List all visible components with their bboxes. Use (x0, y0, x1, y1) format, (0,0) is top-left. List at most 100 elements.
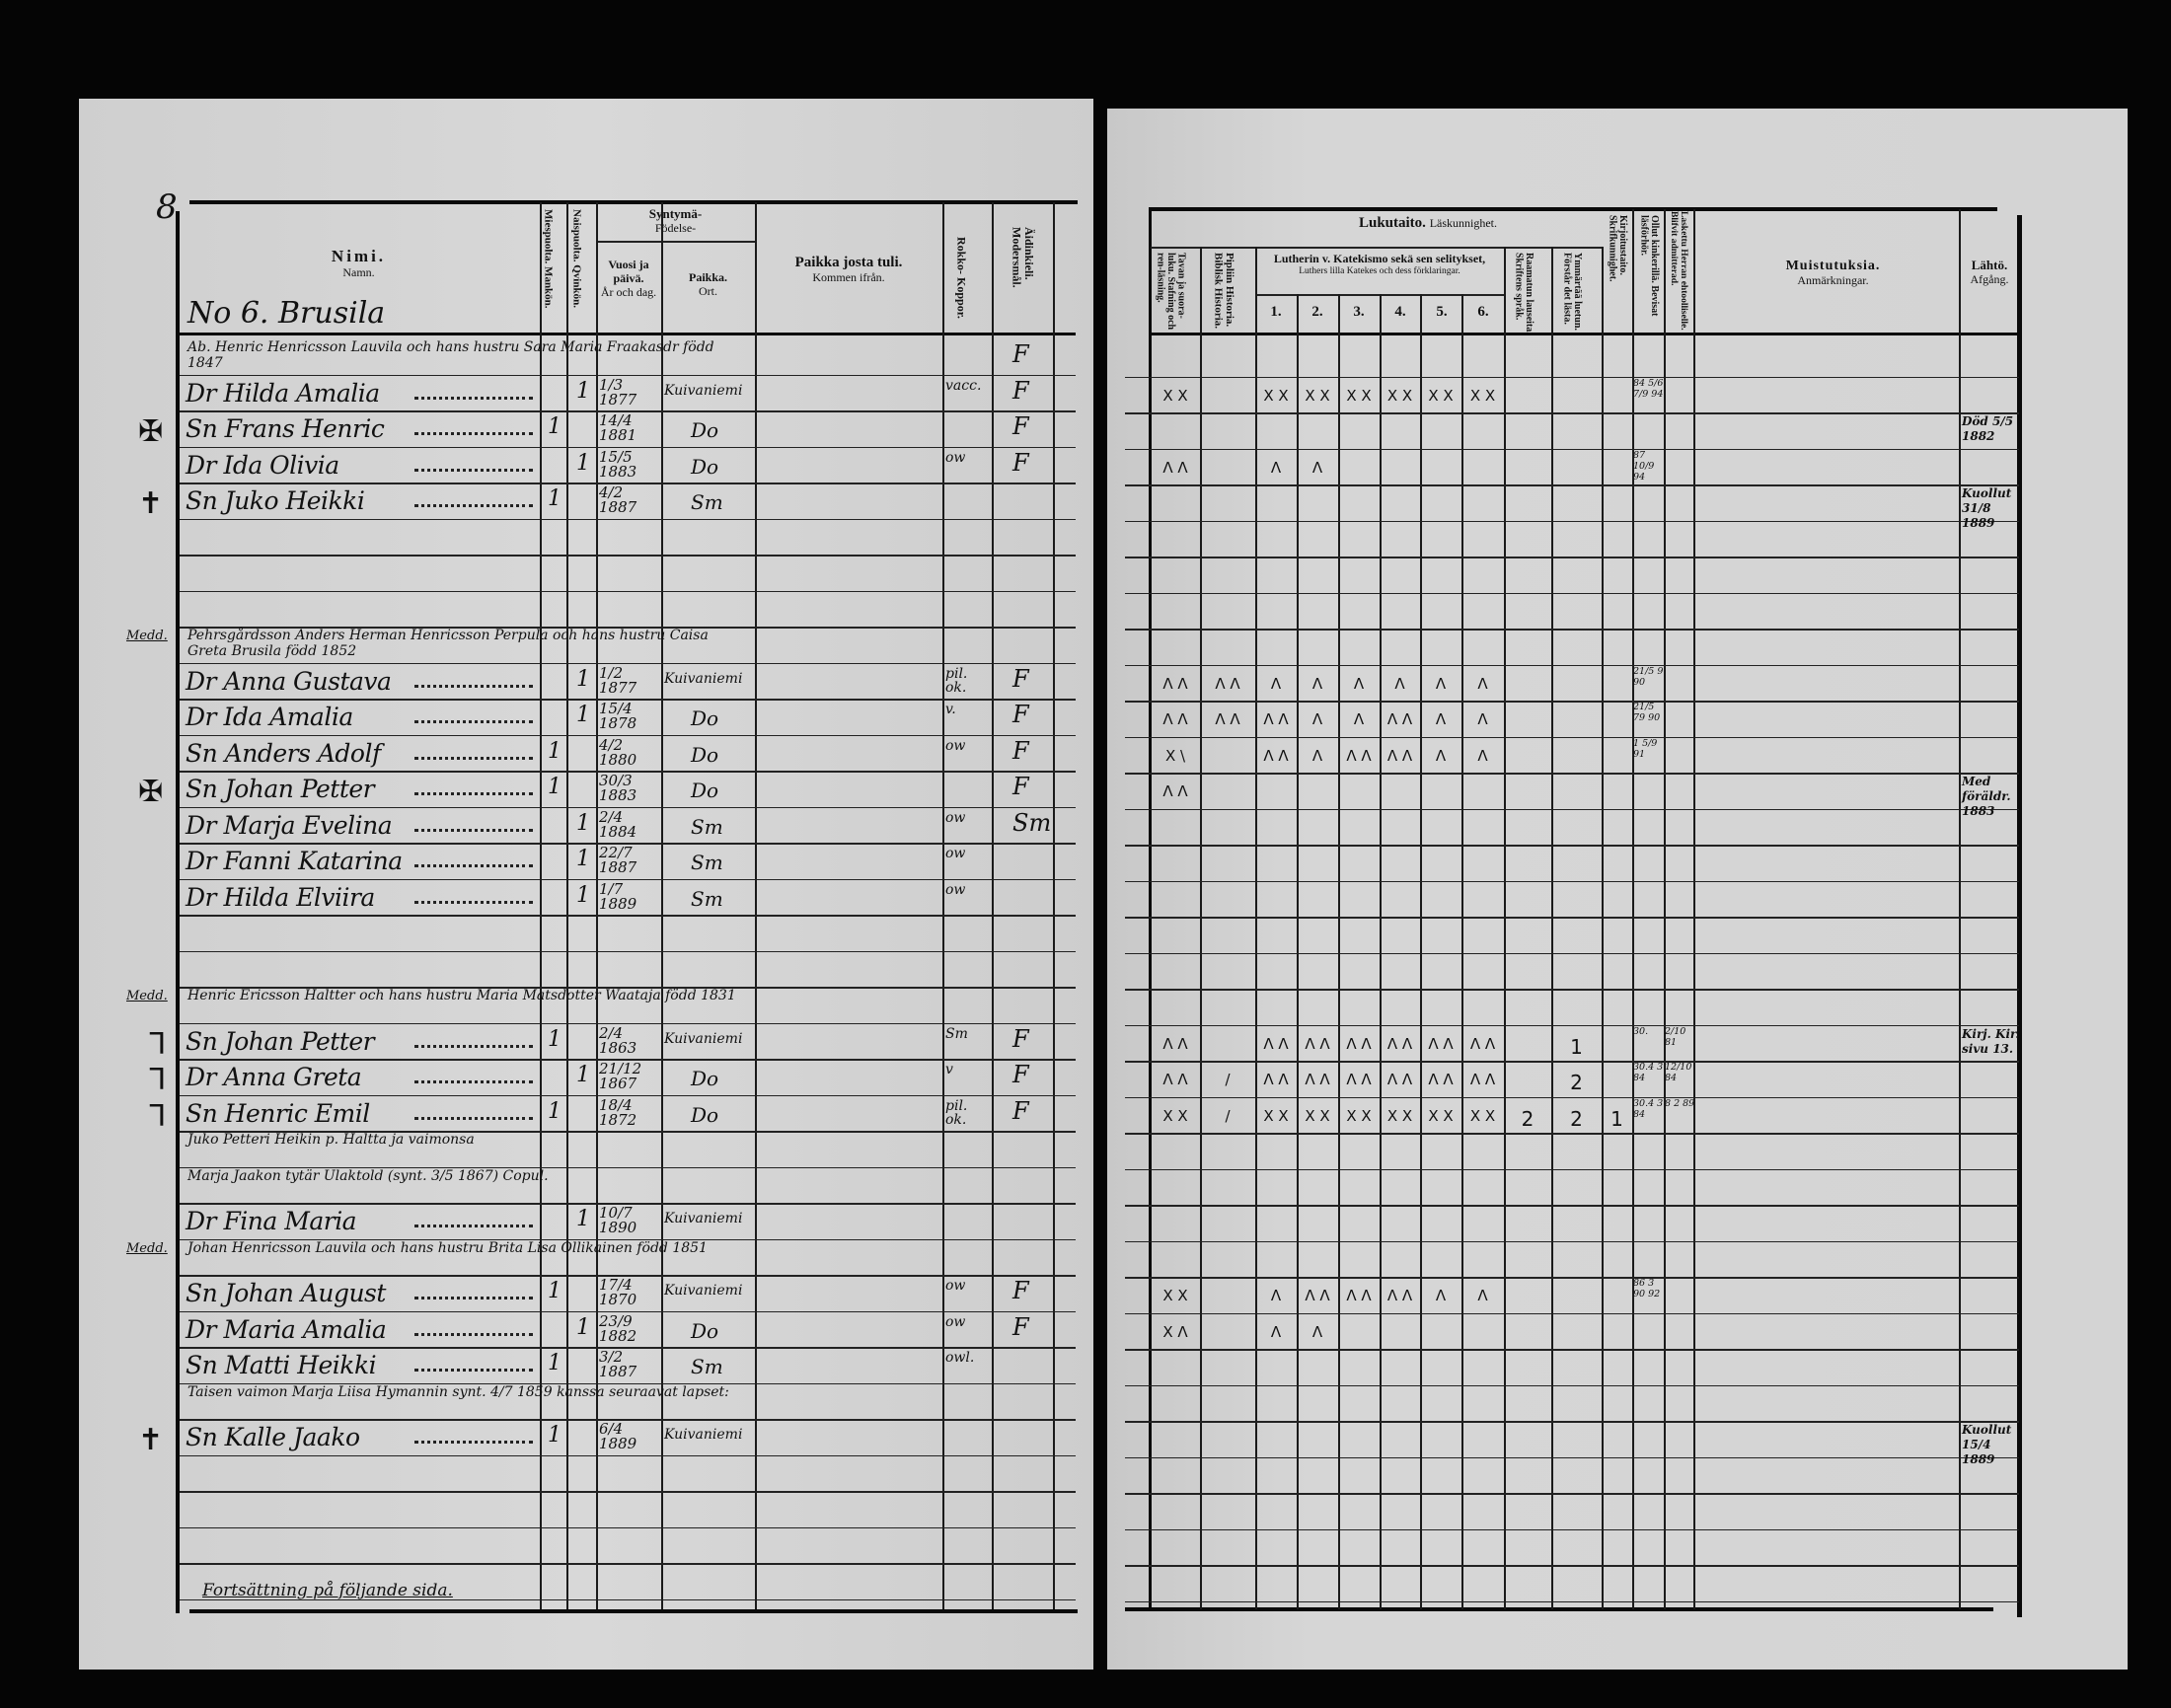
reading-mark: X X (1162, 1106, 1188, 1125)
pox-status: ow (945, 809, 966, 826)
reading-mark: 2 (1570, 1106, 1583, 1131)
left-row-line (180, 1563, 1076, 1565)
reading-mark: Λ Λ (1428, 1071, 1454, 1088)
reading-divider (1151, 247, 1602, 249)
female-count: 1 (576, 882, 590, 908)
reading-mark: Λ (1394, 674, 1405, 693)
reading-mark: Λ Λ (1305, 1071, 1330, 1088)
male-count: 1 (548, 1423, 561, 1448)
right-row-line (1125, 592, 2019, 594)
right-column-line (1200, 247, 1202, 1609)
mother-tongue: F (1012, 1277, 1029, 1304)
right-table-top (1149, 207, 1997, 211)
right-row-line (1125, 1349, 2019, 1351)
reading-mark: / (1225, 1071, 1231, 1088)
left-row-line (180, 1022, 1076, 1024)
right-column-line (1632, 209, 1634, 1609)
mother-tongue: F (1012, 376, 1029, 405)
person-name: Dr Ida Amalia (186, 703, 353, 731)
pox-status: ow (945, 737, 966, 754)
reading-mark: Λ (1477, 746, 1488, 765)
page-number: 8 (156, 187, 178, 227)
right-row-line (1125, 880, 2019, 882)
birth-place: Kuivaniemi (664, 382, 743, 399)
person-name: Dr Hilda Elviira (186, 882, 375, 912)
reading-mark: Λ Λ (1263, 710, 1289, 728)
name-leader-dots (414, 854, 533, 867)
header-understands: Ymmärtää luetun. Förstår det lästa. (1561, 253, 1584, 331)
left-column-line (661, 202, 663, 1609)
exam-note: 2/10 81 (1665, 1025, 1686, 1048)
left-row-line (180, 446, 1076, 448)
name-leader-dots (414, 422, 533, 435)
right-row-line (1125, 448, 2019, 450)
luther-part-number: 3. (1353, 304, 1365, 320)
header-departure-fi: Lähtö. (1971, 258, 2008, 272)
right-row-line (1125, 1456, 2019, 1458)
left-row-line (180, 1382, 1076, 1384)
reading-mark: 1 (1610, 1106, 1623, 1131)
name-leader-dots (414, 459, 533, 472)
luther-part-number: 1. (1270, 304, 1282, 320)
mother-tongue: F (1012, 1024, 1029, 1053)
right-row-line (1125, 520, 2019, 522)
left-row-line (180, 518, 1076, 520)
reading-mark: Λ Λ (1386, 1287, 1413, 1304)
cross-mark: ᒣ (148, 1063, 167, 1097)
left-column-line (942, 202, 944, 1609)
reading-mark: Λ (1435, 674, 1447, 693)
left-row-line (180, 374, 1076, 376)
left-column-line (540, 202, 542, 1609)
right-row-line (1125, 1277, 2019, 1279)
header-male: Miespuolta. Mankön. (542, 209, 555, 309)
reading-mark: X Λ (1162, 1322, 1188, 1341)
household-note: Marja Jaakon tytär Ulaktold (synt. 3/5 1… (187, 1167, 549, 1184)
right-table-left-border (1149, 209, 1152, 1611)
mother-tongue: F (1012, 773, 1029, 800)
right-row-line (1125, 1205, 2019, 1207)
birth-place: Sm (691, 490, 723, 514)
reading-mark: X X (1428, 386, 1454, 405)
header-admitted: Laskettu Herran ehtoolliselle. Blifvit a… (1668, 211, 1688, 331)
luther-part-number: 2. (1311, 304, 1323, 320)
luther-part-number: 5. (1436, 304, 1448, 320)
left-row-line (180, 1454, 1076, 1456)
right-row-line (1125, 1061, 2019, 1063)
reading-mark: Λ (1353, 674, 1365, 693)
exam-note: 30.4 3 84 (1633, 1097, 1664, 1120)
right-row-line (1125, 412, 2019, 414)
reading-mark: Λ (1270, 1322, 1282, 1341)
right-column-line (1551, 247, 1553, 1609)
right-row-line (1125, 917, 2019, 919)
birth-place: Sm (691, 851, 723, 874)
reading-mark: Λ (1353, 710, 1365, 728)
reading-mark: 1 (1570, 1034, 1583, 1059)
female-count: 1 (576, 1063, 590, 1087)
household-note: Pehrsgårdsson Anders Herman Henricsson P… (187, 628, 709, 659)
header-examined: Ollut kinkerillä. Bevisat läsförhör. (1638, 215, 1661, 317)
reading-mark: X X (1386, 386, 1413, 405)
reading-mark: Λ (1311, 458, 1323, 477)
right-row-line (1125, 736, 2019, 738)
person-name: Dr Marja Evelina (186, 810, 393, 840)
birth-place: Sm (691, 886, 723, 911)
reading-mark: Λ (1311, 746, 1323, 765)
right-column-line (1664, 209, 1666, 1609)
reading-mark: X X (1263, 386, 1289, 405)
left-row-line (180, 1238, 1076, 1240)
reading-mark: / (1225, 1106, 1231, 1125)
exam-note: 12/10 84 (1665, 1062, 1692, 1083)
person-name: Dr Anna Gustava (186, 666, 392, 696)
birth-date: 30/3 1883 (599, 772, 637, 804)
left-row-line (180, 410, 1076, 412)
reading-mark: Λ Λ (1162, 1034, 1188, 1053)
reading-mark: Λ Λ (1346, 1287, 1372, 1304)
mother-tongue: F (1012, 340, 1029, 368)
right-row-line (1125, 1600, 2019, 1602)
female-count: 1 (576, 847, 590, 871)
pox-status: pil. ok. (945, 665, 968, 696)
right-row-line (1125, 989, 2019, 991)
right-row-line (1125, 952, 2019, 954)
left-table-top (189, 200, 1078, 204)
reading-mark: Λ Λ (1263, 1034, 1289, 1053)
